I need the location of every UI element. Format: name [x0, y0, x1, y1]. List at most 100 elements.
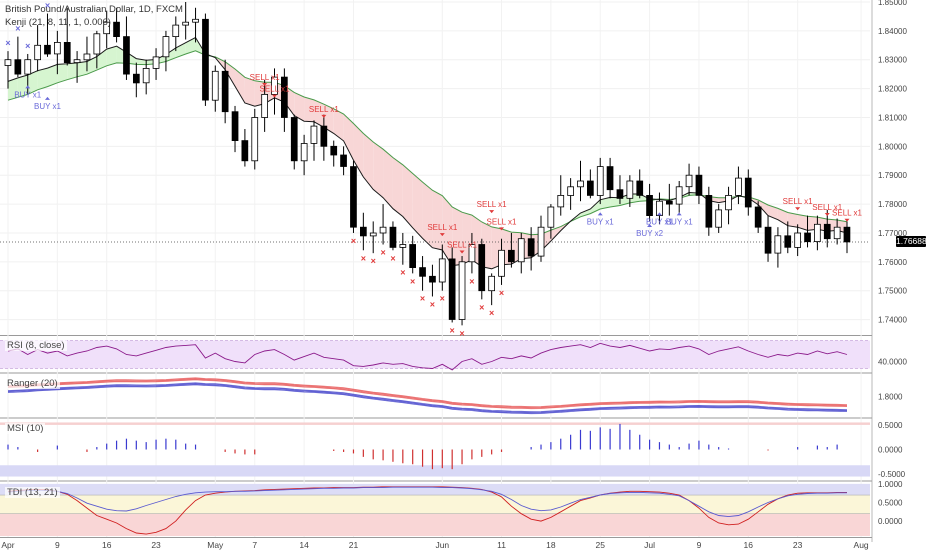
buy-x-marker: × — [45, 1, 50, 11]
bull-cloud-segment — [37, 68, 48, 90]
candle-body — [123, 36, 130, 75]
candle-body — [814, 223, 821, 243]
candle-body — [241, 140, 249, 162]
sell-x-marker: × — [400, 268, 405, 278]
ranger-line — [7, 383, 848, 413]
sell-x-marker: × — [440, 294, 445, 304]
sell-arrow-icon — [489, 210, 495, 214]
candle-body — [399, 244, 407, 248]
candle-body — [359, 226, 367, 237]
rsi-axis-label: 40.0000 — [878, 358, 907, 367]
price-axis-label: 1.74000 — [878, 316, 907, 325]
candle-body — [419, 267, 426, 277]
candle-body — [616, 189, 624, 199]
buy-signal-label: BUY x1 — [34, 102, 62, 111]
bull-cloud-segment — [77, 61, 87, 77]
candle-body — [843, 226, 851, 243]
price-axis-label: 1.75000 — [878, 287, 907, 296]
sell-x-marker: × — [469, 276, 474, 286]
sell-x-marker: × — [410, 276, 415, 286]
buy-arrow-icon — [44, 96, 50, 100]
sell-arrow-icon — [272, 94, 278, 98]
candle-body — [192, 18, 199, 23]
candle-body — [172, 24, 180, 38]
price-axis-label: 1.76000 — [878, 258, 907, 267]
msi-pane-label[interactable]: MSI (10) — [5, 423, 46, 434]
date-axis-label: May — [207, 540, 224, 550]
candle-body — [280, 76, 288, 118]
date-axis-label: 18 — [546, 540, 556, 550]
ranger-line — [7, 383, 848, 414]
bull-cloud-segment — [17, 75, 28, 98]
sell-arrow-icon — [262, 83, 268, 87]
sell-arrow-icon — [459, 250, 465, 254]
bear-cloud-segment — [373, 142, 384, 198]
candle-body — [350, 166, 357, 228]
candle-body — [527, 238, 535, 257]
buy-signal-label: BUY x1 — [666, 217, 694, 226]
candle-body — [596, 166, 604, 196]
sell-x-marker: × — [430, 299, 435, 309]
date-axis-label: 14 — [299, 540, 309, 550]
date-axis-label: 16 — [102, 540, 112, 550]
price-axis-label: 1.85000 — [878, 0, 907, 7]
candle-body — [715, 209, 723, 228]
candle-body — [379, 226, 387, 234]
msi-axis-label: 0.0000 — [878, 446, 903, 455]
msi-lower-band — [0, 465, 870, 477]
candle-body — [823, 223, 831, 240]
sell-arrow-icon — [321, 114, 327, 118]
price-axis-label: 1.79000 — [878, 171, 907, 180]
candle-body — [251, 117, 259, 162]
bull-cloud-segment — [8, 77, 18, 101]
bear-cloud-segment — [244, 77, 255, 107]
ranger-line — [7, 378, 848, 409]
candle-body — [794, 232, 802, 248]
price-axis-label: 1.78000 — [878, 200, 907, 209]
sell-signal-label: SELL x1 — [812, 203, 842, 212]
buy-x-marker: × — [15, 24, 20, 34]
candle-body — [774, 235, 782, 254]
date-axis-label: 21 — [349, 540, 359, 550]
candle-body — [448, 258, 456, 320]
bear-cloud-segment — [392, 157, 403, 217]
ranger-pane-label[interactable]: Ranger (20) — [5, 378, 60, 389]
bear-cloud-segment — [768, 204, 778, 220]
ranger-line — [7, 379, 848, 410]
candle-body — [202, 18, 209, 101]
bear-cloud-segment — [343, 114, 354, 161]
bear-cloud-segment — [422, 182, 433, 248]
buy-signal-label: BUY x1 — [14, 90, 42, 99]
price-axis-label: 1.82000 — [878, 85, 907, 94]
candle-body — [429, 275, 436, 283]
candle-body — [4, 59, 12, 66]
candle-body — [646, 194, 653, 216]
ranger-line — [7, 382, 848, 413]
candle-body — [369, 232, 377, 237]
bear-cloud-segment — [550, 226, 561, 242]
candle-body — [804, 232, 811, 243]
buy-signal-label: BUY x1 — [646, 217, 674, 226]
candle-body — [636, 180, 644, 196]
candle-body — [488, 275, 496, 292]
sell-x-marker: × — [499, 288, 504, 298]
bull-cloud-segment — [96, 49, 107, 71]
date-axis-label: Jul — [644, 540, 655, 550]
bear-cloud-segment — [412, 173, 423, 239]
candle-body — [182, 21, 189, 26]
rsi-pane-label[interactable]: RSI (8, close) — [5, 340, 67, 351]
candle-body — [498, 249, 505, 277]
bull-cloud-segment — [86, 56, 97, 75]
candle-body — [507, 249, 515, 263]
bear-cloud-segment — [363, 133, 374, 190]
candle-body — [310, 125, 318, 144]
candle-body — [44, 44, 51, 55]
sell-arrow-icon — [499, 227, 505, 231]
candle-body — [557, 194, 565, 208]
tdi-pane-label[interactable]: TDI (13, 21) — [5, 487, 60, 498]
sell-signal-label: SELL x1 — [260, 85, 290, 94]
candle-body — [83, 53, 91, 61]
candle-body — [34, 44, 42, 61]
